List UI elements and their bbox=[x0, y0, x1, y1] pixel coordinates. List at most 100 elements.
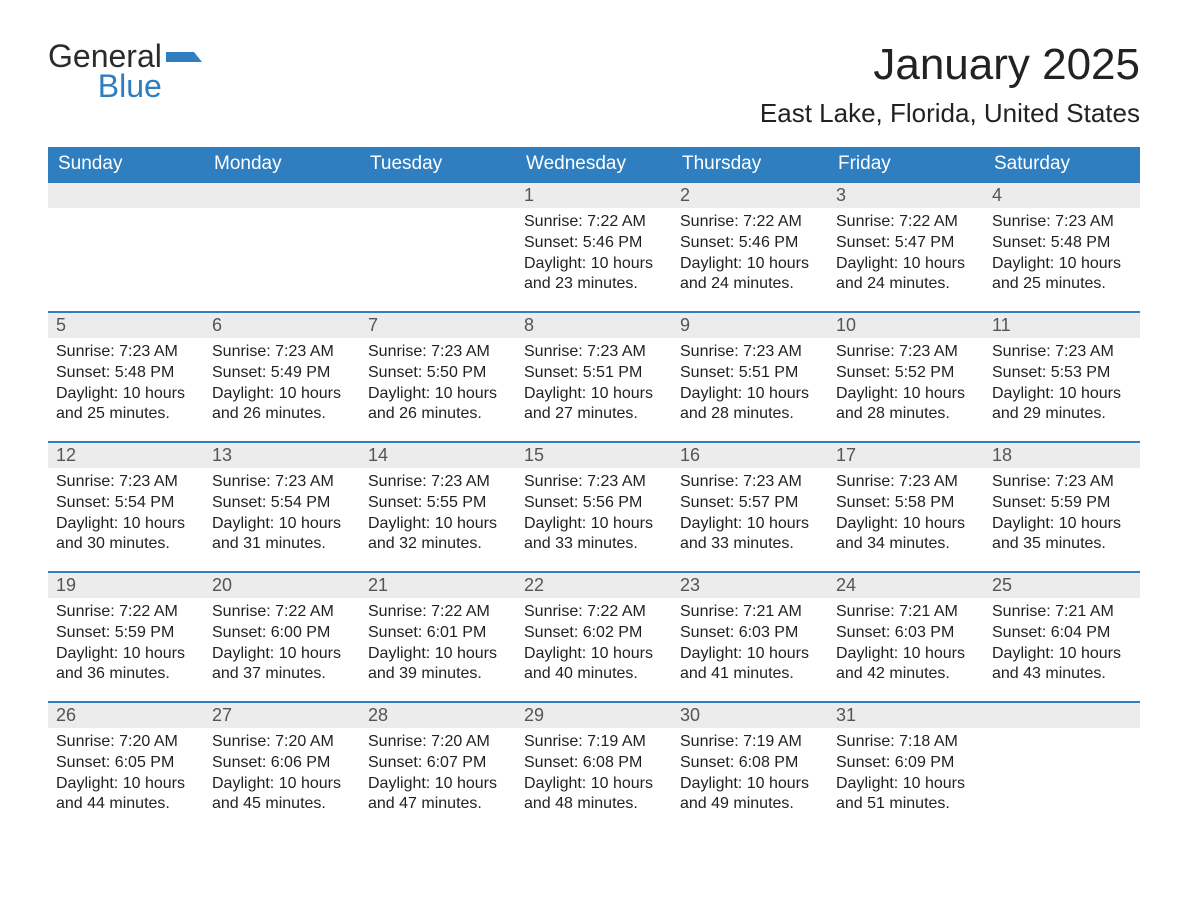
day-number: 24 bbox=[828, 571, 984, 598]
sunset-value: 6:04 PM bbox=[1051, 624, 1111, 641]
weekday-header: Tuesday bbox=[360, 147, 516, 181]
calendar-row: 12Sunrise: 7:23 AMSunset: 5:54 PMDayligh… bbox=[48, 441, 1140, 571]
sunset-value: 5:57 PM bbox=[739, 494, 799, 511]
sunset-value: 6:08 PM bbox=[583, 754, 643, 771]
day-details: Sunrise: 7:18 AMSunset: 6:09 PMDaylight:… bbox=[828, 728, 984, 823]
sunrise-label: Sunrise: bbox=[524, 343, 587, 360]
sunrise: Sunrise: 7:23 AM bbox=[56, 342, 196, 363]
day-number: 21 bbox=[360, 571, 516, 598]
daylight: Daylight: 10 hours and 28 minutes. bbox=[680, 384, 820, 426]
day-details: Sunrise: 7:20 AMSunset: 6:05 PMDaylight:… bbox=[48, 728, 204, 823]
day-number: 19 bbox=[48, 571, 204, 598]
sunrise: Sunrise: 7:23 AM bbox=[368, 472, 508, 493]
sunset: Sunset: 5:47 PM bbox=[836, 233, 976, 254]
sunrise-label: Sunrise: bbox=[680, 213, 743, 230]
sunrise: Sunrise: 7:23 AM bbox=[212, 342, 352, 363]
sunrise: Sunrise: 7:19 AM bbox=[524, 732, 664, 753]
daylight: Daylight: 10 hours and 26 minutes. bbox=[212, 384, 352, 426]
sunrise: Sunrise: 7:23 AM bbox=[56, 472, 196, 493]
sunrise-label: Sunrise: bbox=[992, 213, 1055, 230]
calendar-cell-empty bbox=[48, 181, 204, 311]
daylight: Daylight: 10 hours and 37 minutes. bbox=[212, 644, 352, 686]
daylight: Daylight: 10 hours and 31 minutes. bbox=[212, 514, 352, 556]
sunset: Sunset: 5:54 PM bbox=[56, 493, 196, 514]
calendar-body: 1Sunrise: 7:22 AMSunset: 5:46 PMDaylight… bbox=[48, 181, 1140, 831]
sunset-value: 5:59 PM bbox=[1051, 494, 1111, 511]
sunrise-label: Sunrise: bbox=[524, 213, 587, 230]
logo-word-2: Blue bbox=[48, 70, 162, 104]
sunrise-value: 7:21 AM bbox=[1055, 603, 1114, 620]
sunrise-label: Sunrise: bbox=[680, 733, 743, 750]
daylight-label: Daylight: bbox=[680, 515, 747, 532]
day-number: 29 bbox=[516, 701, 672, 728]
sunrise-label: Sunrise: bbox=[212, 473, 275, 490]
sunrise-label: Sunrise: bbox=[836, 473, 899, 490]
sunset-value: 5:51 PM bbox=[739, 364, 799, 381]
day-number: 13 bbox=[204, 441, 360, 468]
sunrise-value: 7:22 AM bbox=[275, 603, 334, 620]
sunrise-label: Sunrise: bbox=[368, 473, 431, 490]
sunrise-label: Sunrise: bbox=[212, 733, 275, 750]
sunrise-value: 7:22 AM bbox=[743, 213, 802, 230]
sunset: Sunset: 6:02 PM bbox=[524, 623, 664, 644]
calendar-cell: 7Sunrise: 7:23 AMSunset: 5:50 PMDaylight… bbox=[360, 311, 516, 441]
day-details: Sunrise: 7:23 AMSunset: 5:50 PMDaylight:… bbox=[360, 338, 516, 433]
sunset-label: Sunset: bbox=[56, 494, 115, 511]
sunrise-value: 7:23 AM bbox=[899, 473, 958, 490]
sunrise-label: Sunrise: bbox=[368, 733, 431, 750]
sunrise-value: 7:20 AM bbox=[431, 733, 490, 750]
calendar-cell: 26Sunrise: 7:20 AMSunset: 6:05 PMDayligh… bbox=[48, 701, 204, 831]
sunrise-label: Sunrise: bbox=[992, 603, 1055, 620]
day-details: Sunrise: 7:23 AMSunset: 5:57 PMDaylight:… bbox=[672, 468, 828, 563]
daylight-label: Daylight: bbox=[524, 255, 591, 272]
calendar-cell: 13Sunrise: 7:23 AMSunset: 5:54 PMDayligh… bbox=[204, 441, 360, 571]
day-details: Sunrise: 7:23 AMSunset: 5:53 PMDaylight:… bbox=[984, 338, 1140, 433]
sunset-label: Sunset: bbox=[992, 234, 1051, 251]
sunrise-value: 7:21 AM bbox=[743, 603, 802, 620]
logo: General Blue bbox=[48, 40, 202, 103]
sunrise: Sunrise: 7:23 AM bbox=[524, 472, 664, 493]
day-number bbox=[204, 181, 360, 208]
day-details: Sunrise: 7:22 AMSunset: 5:46 PMDaylight:… bbox=[516, 208, 672, 303]
sunrise: Sunrise: 7:23 AM bbox=[992, 472, 1132, 493]
day-number: 2 bbox=[672, 181, 828, 208]
sunrise-value: 7:23 AM bbox=[1055, 213, 1114, 230]
daylight-label: Daylight: bbox=[212, 385, 279, 402]
sunrise-value: 7:22 AM bbox=[431, 603, 490, 620]
calendar-cell: 27Sunrise: 7:20 AMSunset: 6:06 PMDayligh… bbox=[204, 701, 360, 831]
day-number: 12 bbox=[48, 441, 204, 468]
daylight-label: Daylight: bbox=[680, 255, 747, 272]
sunrise: Sunrise: 7:22 AM bbox=[836, 212, 976, 233]
daylight-label: Daylight: bbox=[680, 645, 747, 662]
daylight-label: Daylight: bbox=[56, 645, 123, 662]
calendar-cell: 14Sunrise: 7:23 AMSunset: 5:55 PMDayligh… bbox=[360, 441, 516, 571]
calendar-cell: 3Sunrise: 7:22 AMSunset: 5:47 PMDaylight… bbox=[828, 181, 984, 311]
sunrise: Sunrise: 7:22 AM bbox=[680, 212, 820, 233]
sunset-value: 5:54 PM bbox=[271, 494, 331, 511]
daylight: Daylight: 10 hours and 49 minutes. bbox=[680, 774, 820, 816]
sunset-value: 6:05 PM bbox=[115, 754, 175, 771]
day-details: Sunrise: 7:23 AMSunset: 5:56 PMDaylight:… bbox=[516, 468, 672, 563]
sunset: Sunset: 6:09 PM bbox=[836, 753, 976, 774]
sunset-value: 6:09 PM bbox=[895, 754, 955, 771]
day-number: 8 bbox=[516, 311, 672, 338]
sunset-label: Sunset: bbox=[524, 494, 583, 511]
day-details: Sunrise: 7:22 AMSunset: 6:01 PMDaylight:… bbox=[360, 598, 516, 693]
sunrise: Sunrise: 7:19 AM bbox=[680, 732, 820, 753]
daylight-label: Daylight: bbox=[680, 775, 747, 792]
day-details: Sunrise: 7:23 AMSunset: 5:51 PMDaylight:… bbox=[672, 338, 828, 433]
daylight: Daylight: 10 hours and 40 minutes. bbox=[524, 644, 664, 686]
sunset: Sunset: 6:08 PM bbox=[680, 753, 820, 774]
sunset: Sunset: 6:05 PM bbox=[56, 753, 196, 774]
sunset-value: 6:01 PM bbox=[427, 624, 487, 641]
sunrise-label: Sunrise: bbox=[680, 343, 743, 360]
sunset-label: Sunset: bbox=[680, 234, 739, 251]
calendar-cell: 6Sunrise: 7:23 AMSunset: 5:49 PMDaylight… bbox=[204, 311, 360, 441]
sunset: Sunset: 6:00 PM bbox=[212, 623, 352, 644]
day-details: Sunrise: 7:23 AMSunset: 5:48 PMDaylight:… bbox=[984, 208, 1140, 303]
sunrise: Sunrise: 7:21 AM bbox=[836, 602, 976, 623]
sunset-value: 5:49 PM bbox=[271, 364, 331, 381]
sunset: Sunset: 6:08 PM bbox=[524, 753, 664, 774]
sunrise: Sunrise: 7:18 AM bbox=[836, 732, 976, 753]
sunset-value: 5:54 PM bbox=[115, 494, 175, 511]
